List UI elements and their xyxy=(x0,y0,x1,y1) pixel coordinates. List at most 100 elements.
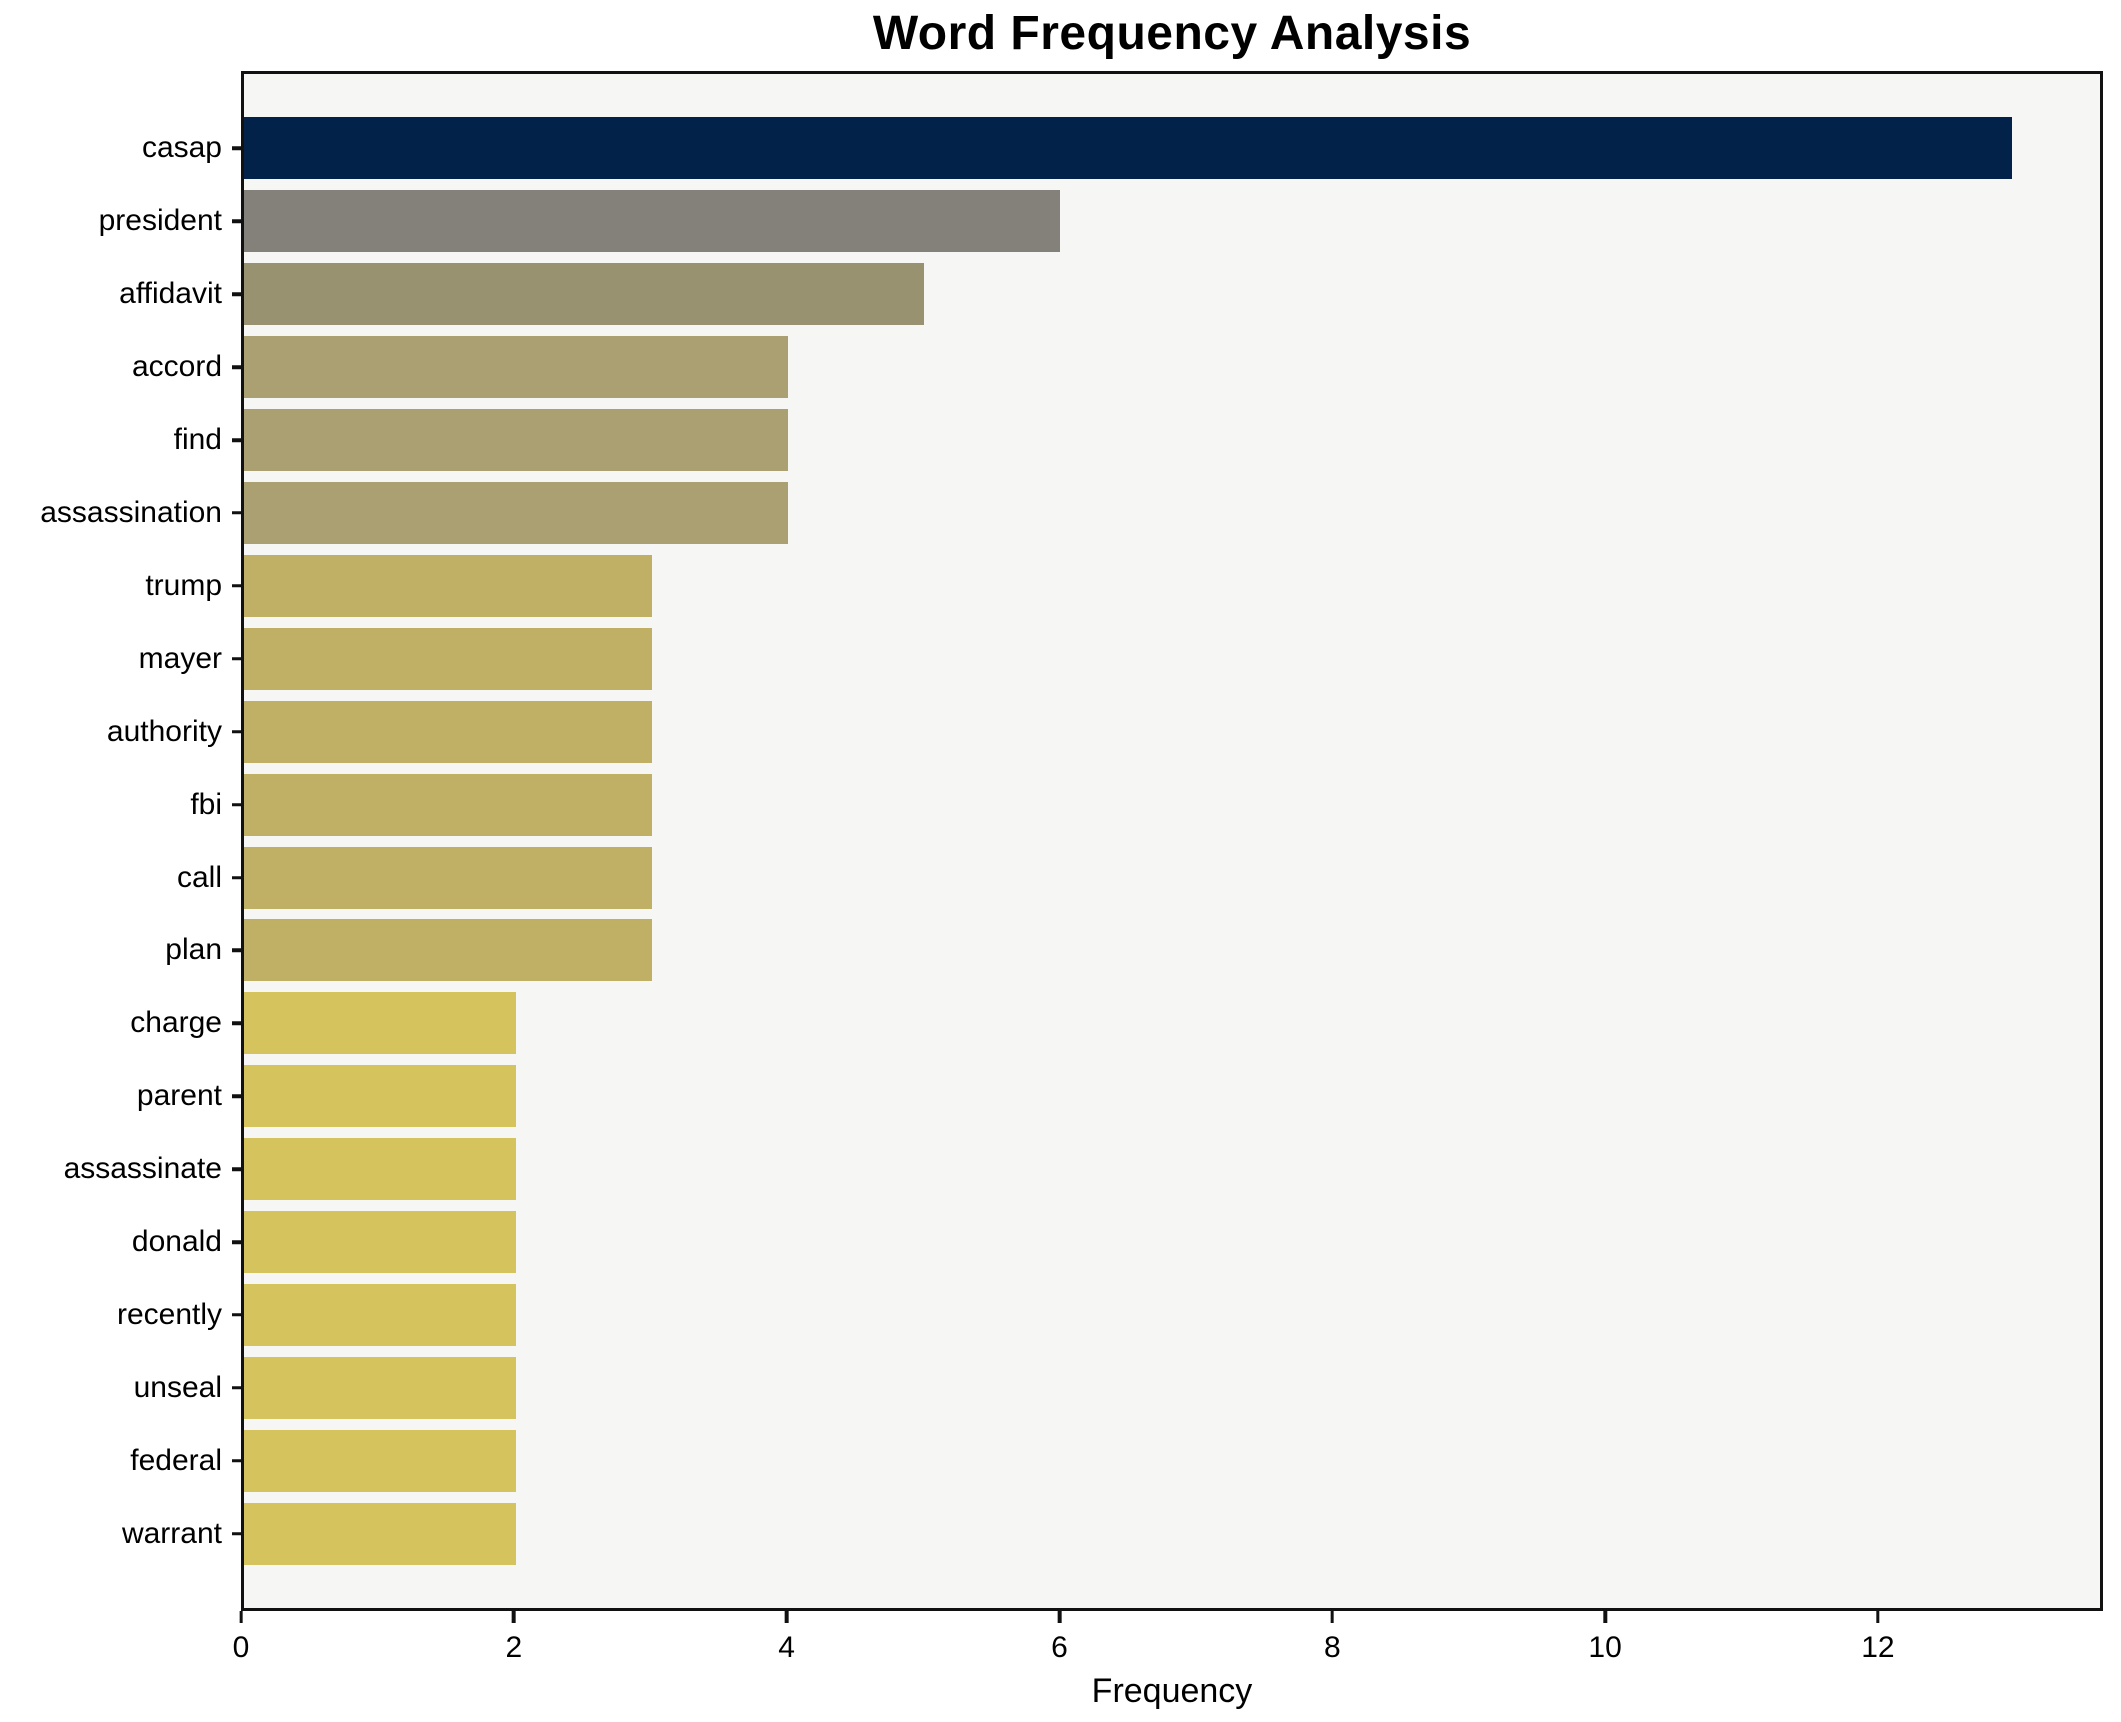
y-tick-mark xyxy=(232,729,244,734)
y-tick-mark xyxy=(232,1167,244,1171)
x-tick-label: 2 xyxy=(505,1631,523,1664)
y-tick-mark xyxy=(232,1313,244,1317)
bar-row: find xyxy=(174,404,2100,477)
y-tick-label: find xyxy=(173,423,222,457)
y-tick-mark xyxy=(232,1240,244,1244)
bar-affidavit xyxy=(244,263,924,326)
bar-find xyxy=(244,409,788,472)
x-tick-label: 6 xyxy=(1051,1631,1068,1664)
y-tick-label: president xyxy=(98,204,222,238)
y-tick-label: recently xyxy=(116,1297,222,1331)
bar-row: affidavit xyxy=(119,258,2100,331)
x-tick-label: 4 xyxy=(778,1631,795,1664)
x-tick-label: 8 xyxy=(1323,1631,1341,1664)
y-tick-mark xyxy=(232,511,244,515)
y-tick-label: assassinate xyxy=(63,1152,222,1186)
x-tick: 12 xyxy=(1861,1611,1895,1665)
x-tick-label: 10 xyxy=(1588,1631,1622,1664)
y-tick-label: federal xyxy=(130,1443,222,1477)
x-tick: 6 xyxy=(1051,1611,1068,1665)
y-tick-label: affidavit xyxy=(119,277,222,311)
y-tick-label: mayer xyxy=(138,641,222,675)
y-tick-label: warrant xyxy=(121,1516,222,1550)
y-tick-mark xyxy=(232,948,244,953)
x-tick: 4 xyxy=(778,1611,795,1665)
bar-row: call xyxy=(177,841,2100,914)
plot-area: casap president affidavit accord find assassi… xyxy=(40,71,2103,1611)
bar-row: plan xyxy=(165,914,2100,987)
x-tick-mark xyxy=(1330,1611,1335,1623)
bar-row: assassinate xyxy=(64,1133,2100,1206)
x-axis-title: Frequency xyxy=(1091,1672,1253,1710)
bar-plan xyxy=(244,919,652,982)
y-tick-mark xyxy=(232,584,244,588)
bar-row: president xyxy=(99,185,2100,258)
bar-recently xyxy=(244,1283,516,1346)
bar-mayer xyxy=(244,627,652,690)
bar-federal xyxy=(244,1429,516,1492)
bar-row: parent xyxy=(137,1060,2100,1133)
bar-president xyxy=(244,190,1060,253)
x-tick-label: 0 xyxy=(232,1631,250,1664)
y-tick-label: authority xyxy=(106,714,222,748)
y-tick-mark xyxy=(232,1386,244,1390)
bar-warrant xyxy=(244,1502,516,1565)
x-tick-label: 12 xyxy=(1861,1631,1895,1664)
x-tick: 0 xyxy=(232,1611,250,1665)
y-tick-mark xyxy=(232,875,244,880)
y-tick-mark xyxy=(232,1094,244,1098)
y-tick-mark xyxy=(232,365,244,369)
bar-row: warrant xyxy=(122,1497,2100,1570)
bar-row: casap xyxy=(142,112,2100,185)
x-tick: 8 xyxy=(1324,1611,1341,1665)
bar-row: authority xyxy=(107,695,2100,768)
y-tick-mark xyxy=(232,1459,244,1463)
y-tick-label: parent xyxy=(136,1079,222,1113)
x-axis-ticks: 0 2 4 6 8 10 12 xyxy=(233,1611,2103,1681)
y-tick-mark xyxy=(232,219,244,224)
bar-unseal xyxy=(244,1356,516,1419)
chart-title: Word Frequency Analysis xyxy=(872,7,1472,60)
x-tick-mark xyxy=(512,1611,516,1623)
x-tick-mark xyxy=(784,1611,789,1623)
y-tick-mark xyxy=(232,292,244,297)
y-tick-mark xyxy=(232,1531,244,1536)
bar-row: assassination xyxy=(40,477,2100,550)
y-tick-label: call xyxy=(176,860,222,894)
x-tick: 10 xyxy=(1588,1611,1622,1665)
x-tick-mark xyxy=(239,1611,243,1623)
y-tick-mark xyxy=(232,657,244,661)
y-tick-label: donald xyxy=(131,1225,222,1259)
bar-row: charge xyxy=(130,987,2100,1060)
bar-trump xyxy=(244,554,652,617)
y-tick-label: casap xyxy=(141,131,222,165)
bar-row: unseal xyxy=(134,1351,2100,1424)
bar-charge xyxy=(244,992,516,1055)
bar-row: donald xyxy=(132,1206,2100,1279)
bar-row: federal xyxy=(130,1424,2100,1497)
bar-casap xyxy=(244,117,2012,180)
y-tick-label: accord xyxy=(131,350,222,384)
bar-call xyxy=(244,846,652,909)
y-tick-label: trump xyxy=(145,568,222,602)
bar-authority xyxy=(244,700,652,763)
bar-donald xyxy=(244,1211,516,1274)
y-tick-label: charge xyxy=(130,1006,222,1040)
bar-assassinate xyxy=(244,1138,516,1201)
y-tick-mark xyxy=(232,802,244,807)
y-tick-label: plan xyxy=(165,933,222,967)
bar-fbi xyxy=(244,773,652,836)
x-tick-mark xyxy=(1057,1611,1062,1623)
bar-parent xyxy=(244,1065,516,1128)
x-tick: 2 xyxy=(505,1611,522,1665)
bar-row: recently xyxy=(117,1279,2100,1352)
bar-row: fbi xyxy=(190,768,2100,841)
x-tick-mark xyxy=(1603,1611,1607,1623)
y-tick-label: fbi xyxy=(190,787,222,821)
x-tick-mark xyxy=(1876,1611,1880,1623)
y-tick-mark xyxy=(232,438,244,442)
bar-row: accord xyxy=(132,331,2100,404)
bar-accord xyxy=(244,336,788,399)
bar-assassination xyxy=(244,481,788,544)
